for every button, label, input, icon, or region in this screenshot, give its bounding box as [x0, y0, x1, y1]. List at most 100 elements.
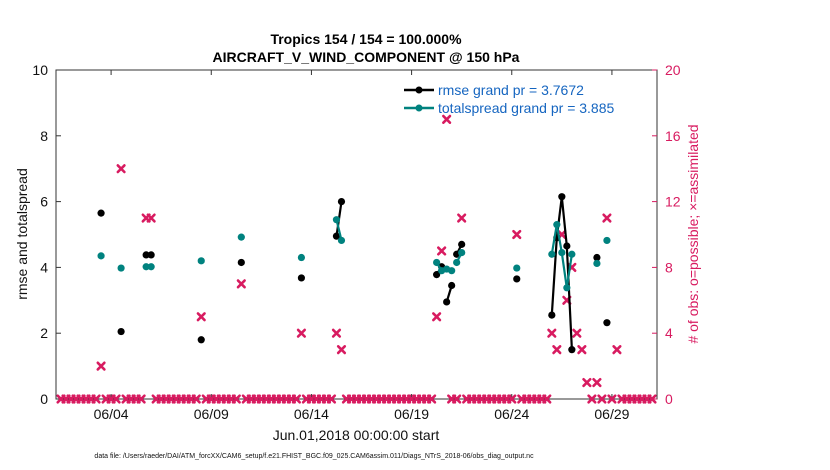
obs-zero-marker	[191, 394, 201, 404]
obs-zero-marker	[507, 394, 517, 404]
obs-marker-stroke	[507, 394, 517, 404]
y-axis-right-label: # of obs: o=possible; ×=assimilated	[685, 124, 701, 343]
obs-marker-stroke	[427, 394, 437, 404]
obs-zero-marker	[91, 394, 101, 404]
rmse-point	[147, 251, 155, 259]
totalspread-point	[563, 284, 571, 292]
obs-marker-stroke	[116, 164, 126, 174]
obs-marker-stroke	[647, 394, 657, 404]
obs-marker-stroke	[607, 394, 617, 404]
obs-marker-stroke	[136, 394, 146, 404]
totalspread-point	[237, 233, 245, 241]
chart-title: Tropics 154 / 154 = 100.000%	[270, 31, 462, 47]
rmse-point	[433, 271, 441, 279]
obs-zero-marker	[647, 394, 657, 404]
obs-count-point	[512, 229, 522, 240]
rmse-point	[97, 209, 105, 217]
obs-count-point	[572, 328, 582, 338]
y-left-tick-label: 8	[40, 128, 48, 144]
rmse-point	[142, 251, 150, 259]
obs-marker-stroke	[552, 345, 562, 355]
rmse-point	[548, 311, 556, 319]
y-right-tick-label: 4	[665, 325, 673, 341]
obs-marker-stroke	[191, 394, 201, 404]
totalspread-point	[593, 259, 601, 268]
obs-count-point	[582, 377, 592, 388]
totalspread-point	[337, 236, 346, 245]
x-tick-label: 06/19	[394, 406, 429, 422]
totalspread-point	[332, 216, 341, 224]
rmse-point	[197, 336, 205, 344]
obs-marker-stroke	[196, 312, 206, 322]
obs-count-point	[437, 246, 447, 256]
obs-count-point	[612, 345, 622, 355]
y-right-tick-label: 8	[665, 259, 673, 275]
obs-marker-stroke	[231, 394, 241, 404]
x-tick-label: 06/09	[194, 406, 229, 422]
y-left-tick-label: 4	[40, 259, 48, 275]
obs-marker-stroke	[96, 361, 106, 371]
totalspread-point	[297, 253, 306, 262]
legend: rmse grand pr = 3.7672 totalspread grand…	[404, 82, 615, 116]
legend-totalspread-marker	[415, 104, 423, 112]
obs-zero-marker	[452, 394, 462, 404]
obs-marker-stroke	[291, 394, 301, 404]
rmse-point	[117, 327, 125, 336]
obs-marker-stroke	[512, 229, 522, 240]
x-tick-label: 06/04	[94, 406, 129, 422]
obs-count-point	[236, 279, 246, 289]
y-right-tick-label: 0	[665, 391, 673, 407]
y-right-tick-label: 16	[665, 128, 681, 144]
obs-count-point	[196, 312, 206, 322]
y-left-tick-label: 2	[40, 325, 48, 341]
totalspread-point	[117, 264, 125, 272]
obs-count-point	[577, 345, 587, 355]
rmse-point	[513, 275, 521, 283]
obs-marker-stroke	[442, 114, 452, 124]
obs-zero-marker	[111, 394, 121, 404]
obs-zero-marker	[136, 394, 146, 404]
totalspread-point	[97, 252, 105, 260]
obs-count-point	[592, 377, 602, 388]
totalspread-point	[197, 257, 205, 265]
obs-count-point	[547, 328, 557, 338]
rmse-point	[237, 258, 245, 267]
obs-zero-marker	[231, 394, 241, 404]
legend-totalspread-label: totalspread grand pr = 3.885	[438, 100, 615, 116]
rmse-point	[458, 240, 466, 248]
obs-zero-marker	[587, 394, 597, 404]
totalspread-point	[603, 236, 611, 245]
x-tick-label: 06/14	[294, 406, 329, 422]
obs-marker-stroke	[296, 328, 307, 338]
rmse-point	[568, 346, 576, 354]
rmse-point	[297, 274, 306, 282]
obs-marker-stroke	[597, 394, 607, 404]
totalspread-point	[568, 250, 576, 258]
totalspread-point	[453, 258, 461, 267]
obs-marker-stroke	[602, 213, 612, 223]
y-left-tick-label: 0	[40, 391, 48, 407]
series-totalspread	[97, 216, 611, 292]
obs-count-point	[96, 361, 106, 371]
obs-count-point	[116, 164, 126, 174]
chart-subtitle: AIRCRAFT_V_WIND_COMPONENT @ 150 hPa	[213, 49, 520, 65]
rmse-point	[332, 232, 341, 240]
x-tick-label: 06/29	[594, 406, 629, 422]
legend-rmse-label: rmse grand pr = 3.7672	[438, 82, 584, 98]
totalspread-point	[558, 248, 566, 257]
data-file-footnote: data file: /Users/raeder/DAI/ATM_forcXX/…	[94, 453, 534, 460]
y-axis-left-label: rmse and totalspread	[14, 168, 30, 300]
obs-marker-stroke	[437, 246, 447, 256]
obs-marker-stroke	[452, 394, 462, 404]
obs-count-point	[552, 345, 562, 355]
obs-count-point	[602, 213, 612, 223]
obs-zero-marker	[542, 394, 552, 404]
obs-marker-stroke	[432, 312, 442, 322]
totalspread-point	[513, 264, 521, 272]
obs-marker-stroke	[326, 394, 337, 404]
obs-count-point	[442, 114, 452, 124]
obs-marker-stroke	[457, 213, 467, 223]
totalspread-point	[142, 263, 150, 271]
x-axis-label: Jun.01,2018 00:00:00 start	[273, 427, 440, 443]
